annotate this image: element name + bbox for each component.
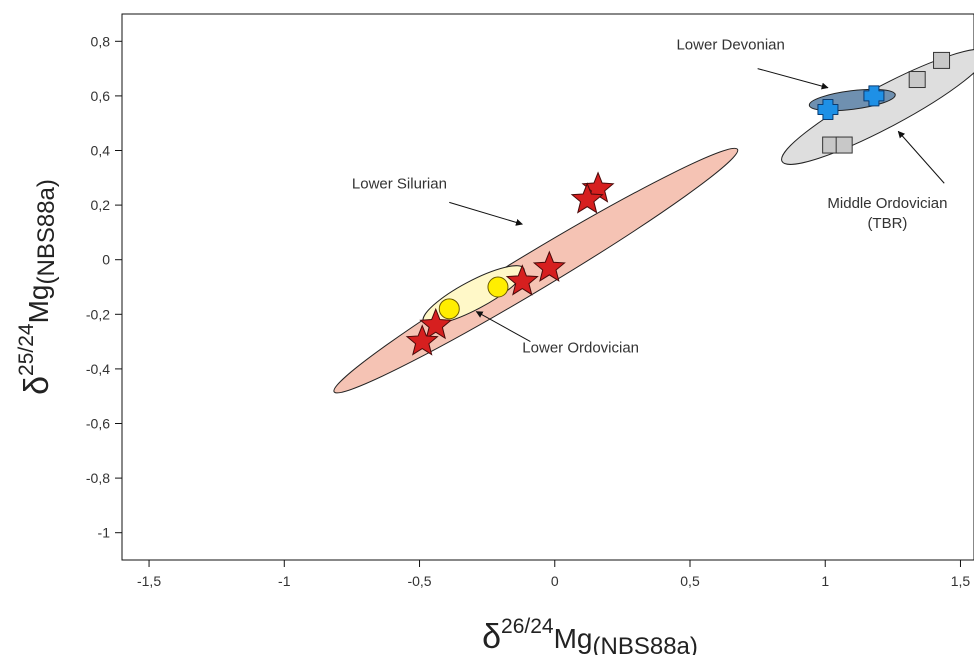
cross-point [817, 99, 839, 121]
star-point [532, 250, 566, 282]
y-tick-label: 0,8 [91, 33, 111, 49]
x-axis: -1,5 -1 -0,5 0 0,5 1 1,5 [122, 559, 974, 589]
x-axis-title-main: Mg [554, 623, 593, 654]
circle-point [438, 298, 460, 320]
star-point [419, 307, 453, 340]
x-axis-title: δ26/24Mg(NBS88a) [482, 615, 698, 655]
y-axis: -1 -0,8 -0,6 -0,4 -0,2 0 0,2 0,4 0,6 0,8 [86, 14, 123, 560]
y-tick-label: -0,4 [86, 361, 110, 377]
x-axis-title-sub: (NBS88a) [593, 633, 698, 655]
circle-point [487, 276, 509, 298]
annotation-arrow [897, 130, 945, 184]
x-tick-label: 1 [821, 573, 829, 589]
cross-point [863, 85, 885, 107]
x-tick-label: 0,5 [680, 573, 700, 589]
x-tick-label: -1,5 [137, 573, 161, 589]
annotation-label: Lower Silurian [352, 176, 447, 193]
x-tick-label: -0,5 [407, 573, 431, 589]
y-tick-label: 0,4 [91, 143, 111, 159]
star-point [405, 324, 439, 356]
annotation-arrow [475, 311, 531, 343]
y-axis-title-sub: (NBS88a) [33, 179, 60, 284]
annotation-label: Lower Ordovician [522, 340, 639, 357]
y-tick-label: -0,2 [86, 306, 110, 322]
arrows-layer [449, 68, 945, 343]
annotation-arrow [449, 201, 523, 226]
x-tick-label: 1,5 [951, 573, 971, 589]
y-axis-title-delta: δ [18, 376, 56, 395]
square-point [835, 136, 853, 154]
annotation-label: Middle Ordovician [827, 195, 947, 212]
star-point [505, 264, 539, 296]
y-tick-label: -0,8 [86, 470, 110, 486]
y-axis-title: δ25/24Mg(NBS88a) [15, 179, 60, 395]
points-layer [405, 51, 951, 356]
square-point [908, 71, 926, 89]
y-tick-label: 0 [102, 252, 110, 268]
x-axis-title-sup: 26/24 [501, 615, 554, 638]
annotation-label: (TBR) [867, 215, 907, 232]
y-tick-label: 0,2 [91, 197, 111, 213]
x-tick-label: -1 [278, 573, 291, 589]
x-axis-title-delta: δ [482, 618, 501, 655]
y-tick-label: -1 [98, 525, 111, 541]
annotation-arrow [757, 68, 829, 90]
x-tick-label: 0 [551, 573, 559, 589]
annotation-label: Lower Devonian [676, 36, 784, 53]
y-tick-label: 0,6 [91, 88, 111, 104]
square-point [933, 51, 951, 69]
y-axis-title-sup: 25/24 [15, 323, 38, 376]
y-axis-title-main: Mg [23, 284, 54, 323]
annotations-layer: Lower Silurian Lower Ordovician Lower Devo… [352, 36, 948, 356]
star-point [570, 182, 604, 214]
y-tick-label: -0,6 [86, 416, 110, 432]
